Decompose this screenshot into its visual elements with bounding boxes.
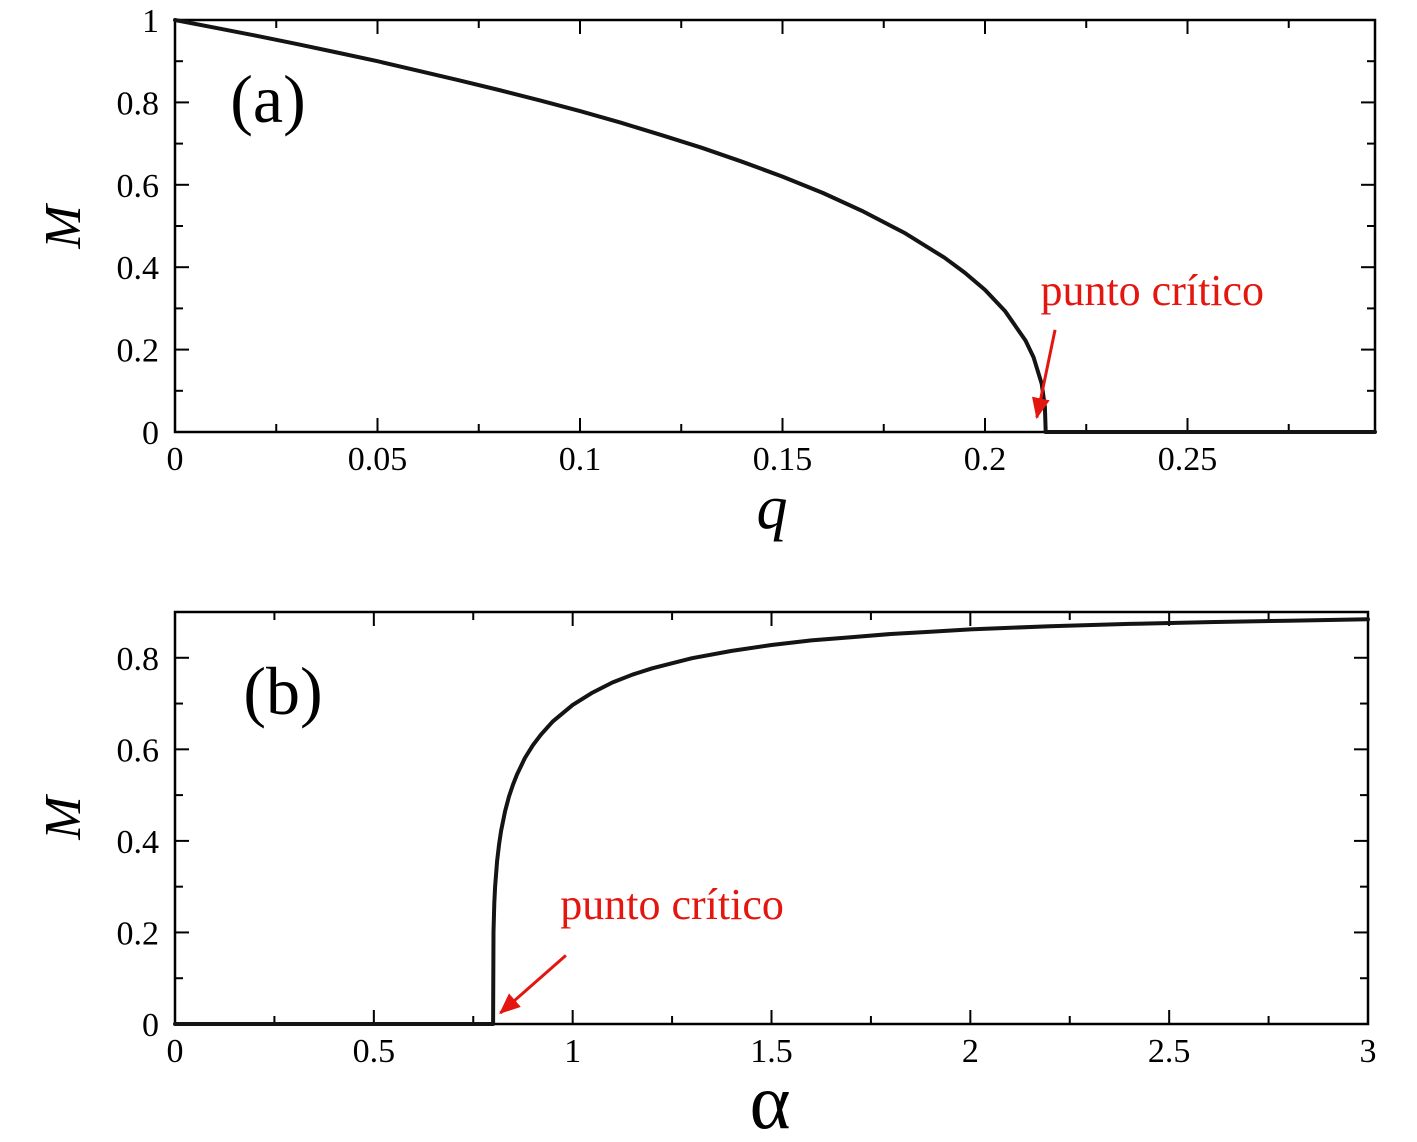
- panel-a-xaxis-label: q: [757, 474, 788, 542]
- panel-a-ytick-label: 0.4: [117, 250, 160, 287]
- panel-b-xtick-label: 0: [167, 1033, 184, 1070]
- panel-a-xtick-label: 0.25: [1158, 441, 1218, 478]
- panel-a-ytick-label: 0: [142, 415, 159, 452]
- panel-b-tick-labels: 0 0.5 1 1.5 2 2.5 3 0 0.2 0.4 0.6 0.8: [117, 641, 1377, 1070]
- panel-b-ytick-label: 0.6: [117, 732, 160, 769]
- panel-b-ytick-label: 0.2: [117, 915, 160, 952]
- panel-a-ytick-label: 0.2: [117, 333, 160, 370]
- panel-b-xtick-label: 3: [1360, 1033, 1377, 1070]
- panel-a-annotation-text: punto crítico: [1040, 266, 1264, 315]
- panel-b-ytick-label: 0.8: [117, 641, 160, 678]
- panel-b-annotation-text: punto crítico: [560, 880, 784, 929]
- panel-b-xtick-label: 1: [564, 1033, 581, 1070]
- panel-a-xtick-label: 0: [167, 441, 184, 478]
- panel-a-xtick-label: 0.05: [348, 441, 408, 478]
- panel-a-annotation-arrow: [1031, 329, 1057, 420]
- panel-b-annotation: punto crítico: [499, 880, 784, 1015]
- panel-a-label: (a): [230, 61, 305, 137]
- panel-b-xtick-label: 0.5: [353, 1033, 396, 1070]
- panel-a-ytick-label: 0.8: [117, 85, 160, 122]
- panel-b-annotation-arrow: [499, 954, 567, 1015]
- panel-a-yaxis-label: M: [35, 203, 92, 250]
- panel-b-xtick-label: 1.5: [750, 1033, 793, 1070]
- panel-b-ticks: [174, 612, 1369, 1025]
- panel-a-xtick-label: 0.1: [559, 441, 602, 478]
- panel-a: 0 0.05 0.1 0.15 0.2 0.25 0 0.2 0.4 0.6 0.8 1 (a) q Mpu…: [35, 3, 1377, 542]
- panel-b-yaxis-label: M: [35, 794, 92, 841]
- panel-a-annotation: punto crítico: [1031, 266, 1264, 420]
- panel-b-curve: [173, 617, 1370, 1026]
- panel-a-ytick-label: 1: [142, 3, 159, 40]
- panel-a-xtick-label: 0.15: [753, 441, 813, 478]
- panel-b-ytick-label: 0: [142, 1007, 159, 1044]
- panel-a-xtick-label: 0.2: [964, 441, 1007, 478]
- panel-a-tick-labels: 0 0.05 0.1 0.15 0.2 0.25 0 0.2 0.4 0.6 0.8 1: [117, 3, 1218, 478]
- panel-b-ytick-label: 0.4: [117, 824, 160, 861]
- panel-b-frame: [173, 610, 1370, 1026]
- panel-b-xtick-label: 2: [962, 1033, 979, 1070]
- panel-a-curve: [173, 18, 1377, 434]
- panel-a-ticks: [174, 19, 1375, 433]
- panel-b-xtick-label: 2.5: [1148, 1033, 1191, 1070]
- panel-b-xaxis-label: α: [750, 1058, 791, 1142]
- panel-a-frame: [173, 18, 1377, 434]
- panel-b-label: (b): [243, 653, 322, 729]
- panel-a-ytick-label: 0.6: [117, 168, 160, 205]
